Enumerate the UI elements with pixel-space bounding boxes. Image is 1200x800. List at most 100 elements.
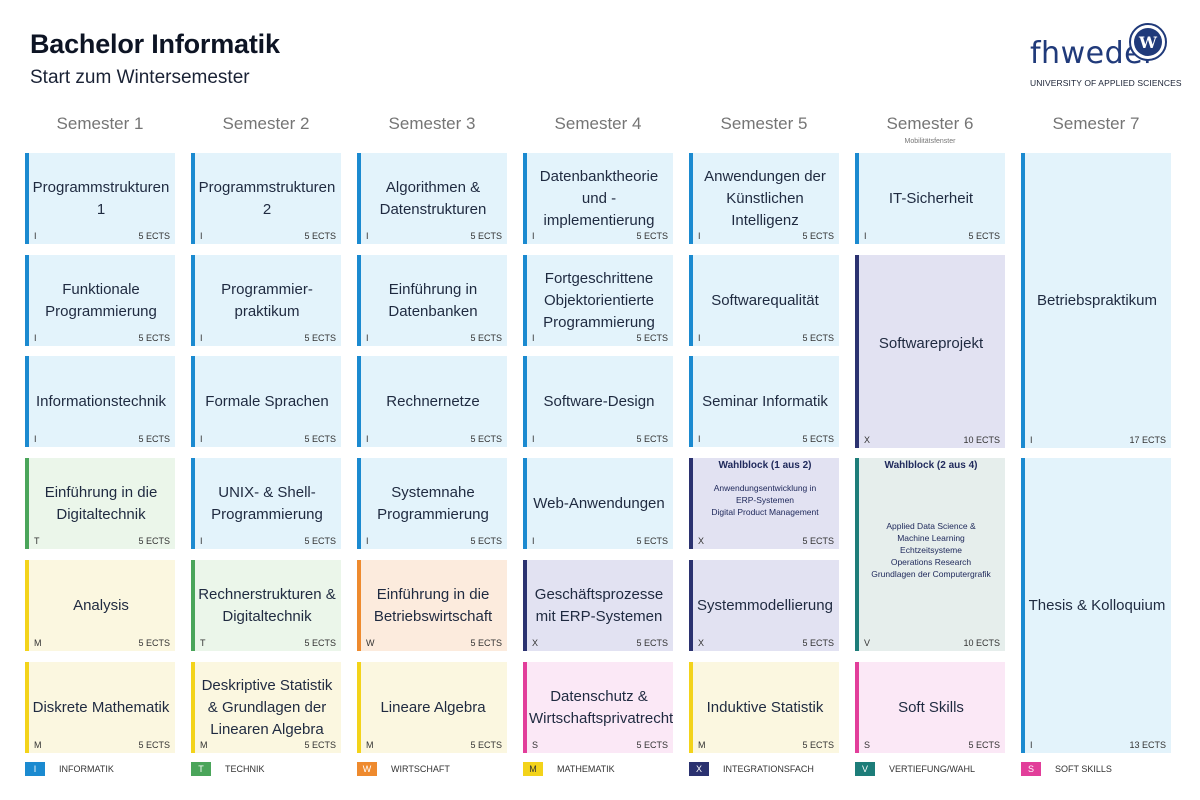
module-category-code: X <box>864 435 871 445</box>
module-ects: 5 ECTS <box>636 231 668 241</box>
module-category-code: V <box>864 638 871 648</box>
module-category-code: I <box>200 434 203 444</box>
page-title: Bachelor Informatik <box>30 29 280 59</box>
category-bar <box>855 662 859 753</box>
module-ects: 5 ECTS <box>802 536 834 546</box>
module-ects: 5 ECTS <box>636 434 668 444</box>
module-ects: 13 ECTS <box>1129 740 1166 750</box>
category-bar <box>523 153 527 244</box>
module-title: Betriebspraktikum <box>1036 291 1158 309</box>
module-category-code: I <box>698 231 701 241</box>
module-ects: 5 ECTS <box>138 740 170 750</box>
module-title: Deskriptive Statistik & Grundlagen der L… <box>201 676 333 738</box>
module-card: UNIX- & Shell- Programmierung I 5 ECTS <box>191 458 341 549</box>
category-bar <box>1021 458 1025 753</box>
legend-chip: T <box>191 762 211 776</box>
module-card: Soft Skills S 5 ECTS <box>855 662 1005 753</box>
module-category-code: I <box>864 231 867 241</box>
wahlblock-option: Operations Research <box>890 557 972 567</box>
module-ects: 5 ECTS <box>138 333 170 343</box>
module-category-code: M <box>366 740 374 750</box>
module-card: Rechnernetze I 5 ECTS <box>357 356 507 447</box>
category-bar <box>689 662 693 753</box>
wahlblock-heading: Wahlblock (1 aus 2) <box>718 460 812 471</box>
wahlblock-option: Anwendungsentwicklung in <box>713 483 817 493</box>
module-card: Lineare Algebra M 5 ECTS <box>357 662 507 753</box>
category-bar <box>523 560 527 651</box>
module-title: Datenbanktheorie und -implementierung <box>539 167 659 229</box>
module-title: Rechnerstrukturen & Digitaltechnik <box>198 585 336 625</box>
module-category-code: T <box>34 536 40 546</box>
module-title: Software-Design <box>543 392 655 410</box>
category-bar <box>689 458 693 549</box>
category-bar <box>523 356 527 447</box>
category-bar <box>523 662 527 753</box>
module-ects: 5 ECTS <box>138 434 170 444</box>
category-bar <box>191 153 195 244</box>
module-ects: 17 ECTS <box>1129 435 1166 445</box>
legend-chip: W <box>357 762 377 776</box>
module-title: Fortgeschrittene Objektorientierte Progr… <box>543 269 655 331</box>
category-bar <box>855 153 859 244</box>
module-title: Lineare Algebra <box>380 698 486 716</box>
module-category-code: I <box>366 536 369 546</box>
module-ects: 5 ECTS <box>138 536 170 546</box>
module-title: Programmstrukturen 2 <box>198 178 336 218</box>
module-card: Seminar Informatik I 5 ECTS <box>689 356 839 447</box>
legend-label: SOFT SKILLS <box>1055 764 1112 774</box>
legend-label: TECHNIK <box>225 764 265 774</box>
module-ects: 10 ECTS <box>963 435 1000 445</box>
semester-heading-7: Semester 7 <box>1052 114 1140 133</box>
module-title: Programmier- praktikum <box>221 280 313 320</box>
module-ects: 5 ECTS <box>304 333 336 343</box>
category-bar <box>25 255 29 346</box>
module-title: Algorithmen & Datenstrukturen <box>379 178 487 218</box>
module-card: Diskrete Mathematik M 5 ECTS <box>25 662 175 753</box>
legend-label: INTEGRATIONSFACH <box>723 764 814 774</box>
module-ects: 5 ECTS <box>470 638 502 648</box>
module-category-code: I <box>366 333 369 343</box>
module-card: Einführung in die Digitaltechnik T 5 ECTS <box>25 458 175 549</box>
legend-label: WIRTSCHAFT <box>391 764 450 774</box>
module-title: Diskrete Mathematik <box>32 698 170 716</box>
module-title: Einführung in die Betriebswirtschaft <box>373 585 493 625</box>
module-category-code: I <box>532 434 535 444</box>
module-card: Einführung in die Betriebswirtschaft W 5 E… <box>357 560 507 651</box>
module-card: Deskriptive Statistik & Grundlagen der L… <box>191 662 341 753</box>
module-ects: 5 ECTS <box>802 434 834 444</box>
category-bar <box>357 458 361 549</box>
module-ects: 5 ECTS <box>304 536 336 546</box>
module-ects: 5 ECTS <box>304 434 336 444</box>
module-title: Analysis <box>73 596 129 614</box>
module-title: Softwareprojekt <box>878 334 984 352</box>
category-bar <box>191 255 195 346</box>
module-card: Fortgeschrittene Objektorientierte Progr… <box>523 255 673 346</box>
category-bar <box>855 255 859 448</box>
category-bar <box>191 662 195 753</box>
module-category-code: I <box>698 333 701 343</box>
module-category-code: I <box>200 333 203 343</box>
semester-heading-6: Semester 6 <box>886 114 974 133</box>
module-card: Algorithmen & Datenstrukturen I 5 ECTS <box>357 153 507 244</box>
module-category-code: I <box>200 231 203 241</box>
module-card: Wahlblock (2 aus 4) Applied Data Science … <box>855 458 1005 651</box>
module-title: Anwendungen der Künstlichen Intelligenz <box>704 167 826 229</box>
module-category-code: M <box>34 638 42 648</box>
module-category-code: I <box>34 434 37 444</box>
module-category-code: I <box>532 333 535 343</box>
category-bar <box>689 560 693 651</box>
module-category-code: I <box>1030 435 1033 445</box>
category-bar <box>191 560 195 651</box>
module-ects: 5 ECTS <box>636 536 668 546</box>
module-category-code: I <box>366 231 369 241</box>
module-category-code: M <box>34 740 42 750</box>
module-ects: 5 ECTS <box>802 638 834 648</box>
module-ects: 5 ECTS <box>470 231 502 241</box>
module-card: Web-Anwendungen I 5 ECTS <box>523 458 673 549</box>
module-category-code: W <box>366 638 375 648</box>
module-card: Systemmodellierung X 5 ECTS <box>689 560 839 651</box>
module-card: Funktionale Programmierung I 5 ECTS <box>25 255 175 346</box>
page-subtitle: Start zum Wintersemester <box>30 67 250 88</box>
module-card: IT-Sicherheit I 5 ECTS <box>855 153 1005 244</box>
wahlblock-option: Digital Product Management <box>711 507 819 517</box>
